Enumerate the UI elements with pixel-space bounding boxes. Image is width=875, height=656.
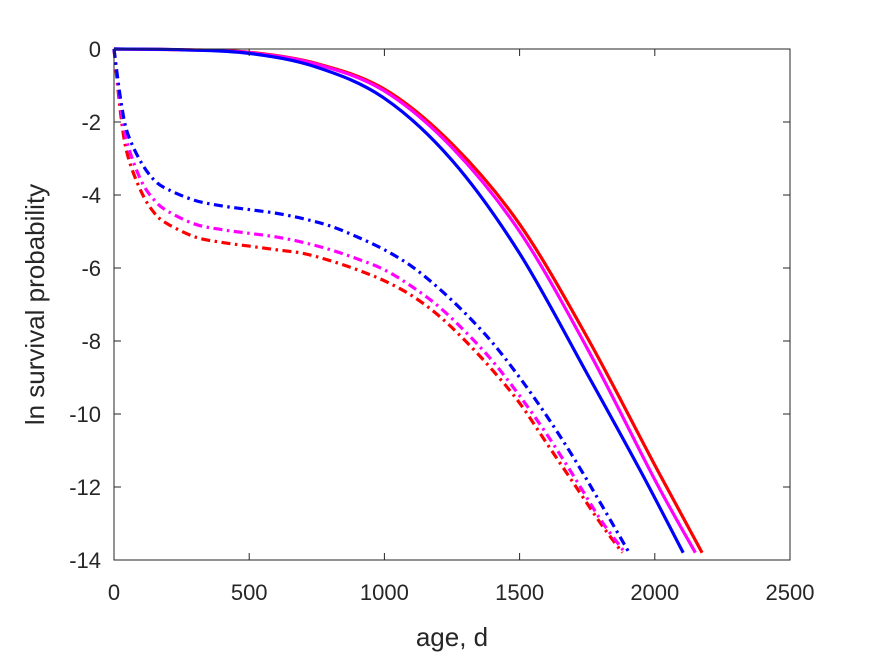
- x-tick-label: 1000: [360, 580, 409, 605]
- y-tick-label: -10: [69, 402, 101, 427]
- y-tick-label: -6: [81, 256, 101, 281]
- y-tick-label: -2: [81, 110, 101, 135]
- y-ticks: 0 -2 -4 -6 -8 -10 -12 -14: [69, 37, 790, 573]
- series-line-5-dashdot: [112, 48, 627, 554]
- x-tick-label: 0: [108, 580, 120, 605]
- series-line-6-dashdot: [112, 48, 631, 554]
- series-line-3-solid: [113, 47, 685, 554]
- y-tick-label: -8: [81, 329, 101, 354]
- y-tick-label: -4: [81, 183, 101, 208]
- y-tick-label: -14: [69, 548, 101, 573]
- series-layer: [112, 47, 704, 554]
- plot-area: [114, 49, 790, 560]
- x-tick-label: 1500: [495, 580, 544, 605]
- axes-box: [113, 48, 791, 561]
- series-line-4-dashdot: [112, 48, 624, 554]
- x-tick-label: 2000: [630, 580, 679, 605]
- x-tick-label: 2500: [766, 580, 815, 605]
- x-ticks: 0 500 1000 1500 2000 2500: [108, 49, 815, 605]
- x-axis-label: age, d: [416, 622, 488, 652]
- y-axis-label: ln survival probability: [20, 184, 50, 425]
- x-tick-label: 500: [231, 580, 268, 605]
- y-tick-label: 0: [89, 37, 101, 62]
- y-tick-label: -12: [69, 475, 101, 500]
